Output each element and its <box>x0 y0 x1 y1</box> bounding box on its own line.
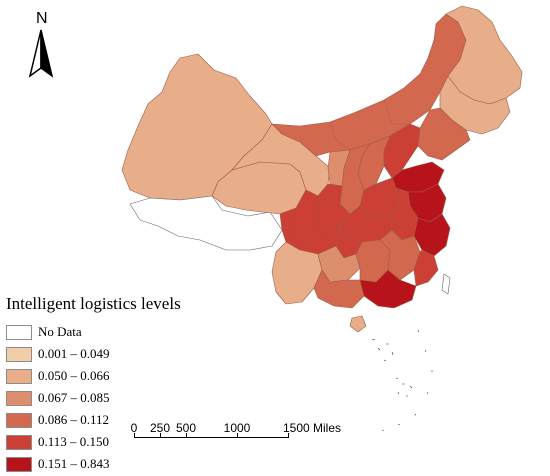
region-zhejiang <box>413 213 451 257</box>
admin-boundaries <box>289 99 410 251</box>
legend-label: 0.151 – 0.843 <box>38 456 110 471</box>
legend-swatch <box>6 390 32 406</box>
legend-swatch <box>6 434 32 450</box>
scale-bar: 0 250 500 1000 1500 Miles <box>126 412 366 442</box>
scale-line <box>134 437 288 438</box>
legend-label: 0.001 – 0.049 <box>38 346 110 361</box>
map-legend: Intelligent logistics levels No Data 0.00… <box>6 294 186 476</box>
choropleth-map <box>121 5 523 432</box>
scale-label: 500 <box>175 421 197 435</box>
legend-row: 0.151 – 0.843 <box>6 454 186 474</box>
north-arrow: N <box>26 10 56 78</box>
legend-swatch <box>6 324 32 340</box>
scale-tick <box>237 433 238 438</box>
legend-swatch <box>6 456 32 472</box>
north-label: N <box>36 10 48 27</box>
scale-label: 0 <box>130 421 138 435</box>
scale-label: 1500 Miles <box>282 421 342 435</box>
scale-label: 1000 <box>223 421 251 435</box>
scale-label: 250 <box>149 421 171 435</box>
legend-label: 0.050 – 0.066 <box>38 368 110 383</box>
legend-items: No Data 0.001 – 0.049 0.050 – 0.066 0.067 –… <box>6 322 186 474</box>
legend-row: No Data <box>6 322 186 342</box>
scale-tick <box>134 433 135 438</box>
region-taiwan <box>441 273 451 295</box>
region-tibet <box>129 195 283 251</box>
legend-label: 0.113 – 0.150 <box>38 434 110 449</box>
legend-label: 0.067 – 0.085 <box>38 390 110 405</box>
region-fujian <box>413 249 439 287</box>
legend-swatch <box>6 368 32 384</box>
north-arrow-icon <box>28 29 54 78</box>
legend-row: 0.050 – 0.066 <box>6 366 186 386</box>
legend-row: 0.001 – 0.049 <box>6 344 186 364</box>
region-hainan <box>349 315 367 333</box>
legend-row: 0.067 – 0.085 <box>6 388 186 408</box>
legend-label: No Data <box>38 324 82 339</box>
legend-row: 0.086 – 0.112 <box>6 410 186 430</box>
legend-title: Intelligent logistics levels <box>6 294 181 313</box>
scale-tick <box>186 433 187 438</box>
legend-swatch <box>6 412 32 428</box>
south-china-sea-islands <box>371 329 433 432</box>
scale-tick <box>160 433 161 438</box>
region-guangxi <box>313 269 365 309</box>
scale-tick <box>288 433 289 438</box>
region-guangdong <box>359 269 417 309</box>
legend-row: 0.113 – 0.150 <box>6 432 186 452</box>
legend-swatch <box>6 346 32 362</box>
legend-label: 0.086 – 0.112 <box>38 412 110 427</box>
